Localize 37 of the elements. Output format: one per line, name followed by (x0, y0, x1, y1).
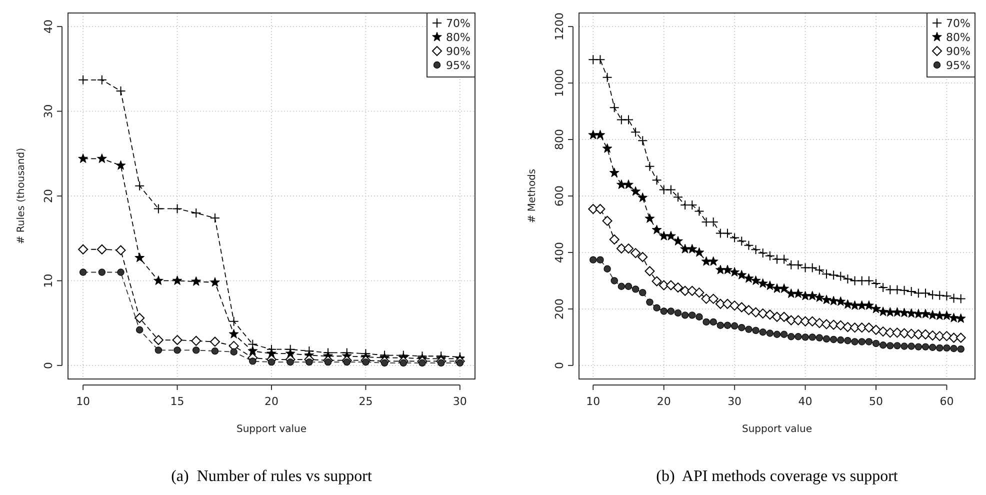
y-tick-label: 1200 (553, 12, 566, 41)
legend-label: 70% (946, 17, 970, 30)
x-tick-label: 30 (728, 395, 742, 408)
y-tick-label: 20 (42, 189, 55, 203)
x-tick-label: 20 (264, 395, 278, 408)
x-tick-label: 30 (452, 395, 467, 408)
x-axis-title: Support value (236, 424, 307, 435)
y-axis-title: # Rules (thousand) (16, 148, 27, 244)
y-tick-label: 0 (553, 362, 566, 369)
legend-label: 90% (946, 45, 970, 58)
legend-label: 90% (446, 45, 470, 58)
text: (b) API methods coverage vs support (656, 468, 898, 485)
x-tick-label: 50 (869, 395, 883, 408)
legend-label: 70% (446, 17, 470, 30)
y-tick-label: 40 (42, 20, 55, 34)
y-tick-label: 400 (553, 242, 566, 263)
y-tick-label: 0 (42, 362, 55, 369)
y-tick-label: 800 (553, 129, 566, 150)
y-tick-label: 600 (553, 186, 566, 206)
y-tick-label: 200 (553, 298, 566, 320)
x-tick-label: 10 (586, 395, 600, 408)
text: (a) Number of rules vs support (171, 468, 372, 485)
y-axis-title: # Methods (527, 168, 538, 224)
y-tick-label: 1000 (553, 69, 566, 98)
legend-label: 80% (946, 31, 970, 44)
x-tick-label: 15 (170, 395, 184, 408)
y-tick-label: 10 (42, 274, 55, 288)
legend-label: 80% (446, 31, 470, 44)
legend-label: 95% (946, 59, 970, 72)
x-tick-label: 25 (358, 395, 373, 408)
x-axis-title: Support value (742, 424, 812, 435)
x-tick-label: 40 (798, 395, 812, 408)
x-tick-label: 10 (76, 395, 90, 408)
y-tick-label: 30 (42, 104, 55, 118)
x-tick-label: 60 (940, 395, 954, 408)
x-tick-label: 20 (656, 395, 671, 408)
legend-label: 95% (446, 59, 470, 72)
